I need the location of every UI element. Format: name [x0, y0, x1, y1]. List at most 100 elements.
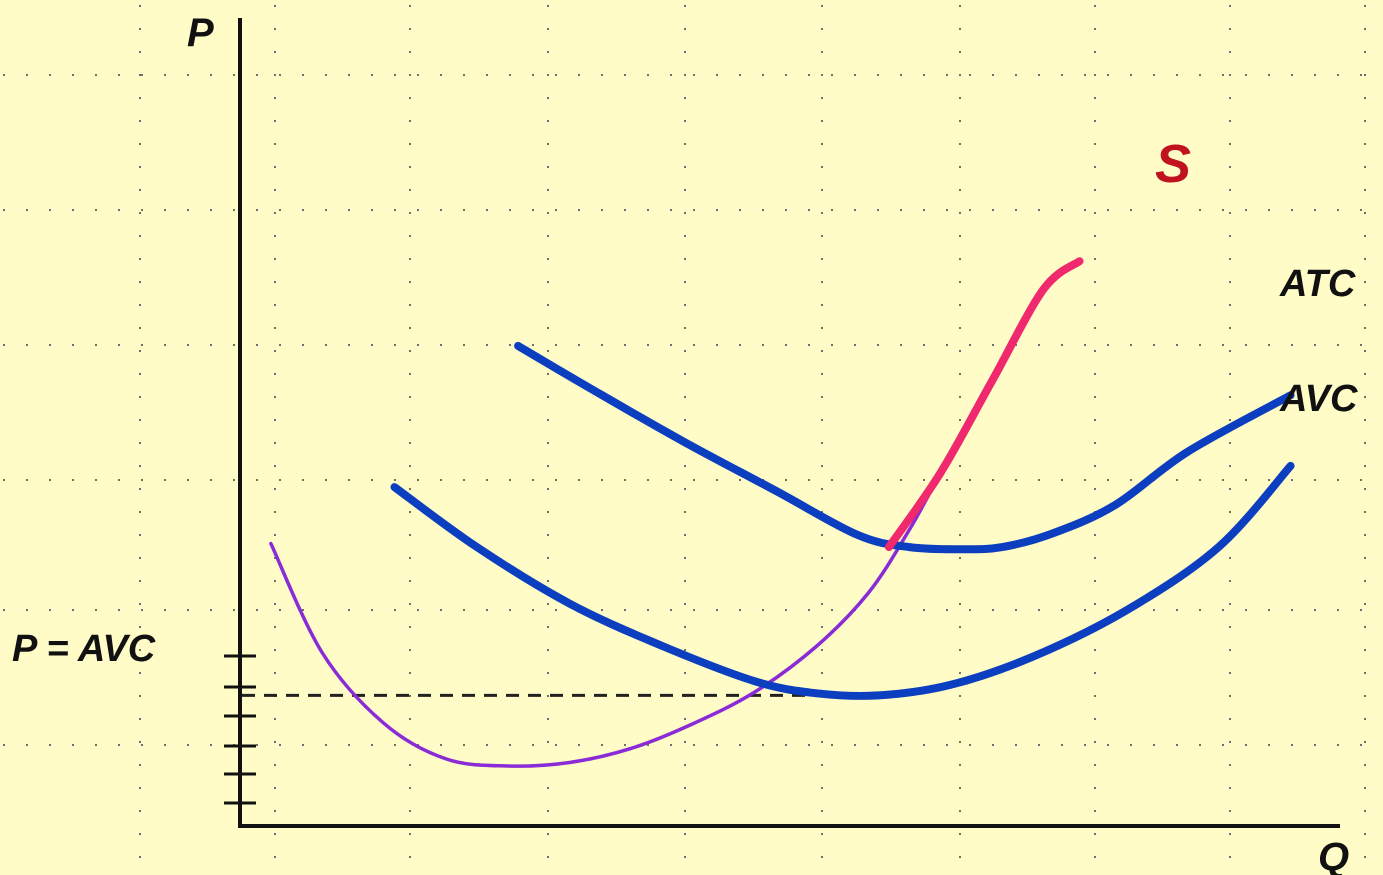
grid-dot: [1176, 744, 1178, 746]
grid-dot: [670, 479, 672, 481]
grid-dot: [139, 28, 141, 30]
grid-dot: [684, 856, 686, 858]
grid-dot: [1245, 609, 1247, 611]
grid-dot: [877, 209, 879, 211]
grid-dot: [959, 51, 961, 53]
grid-dot: [139, 695, 141, 697]
grid-dot: [139, 488, 141, 490]
grid-dot: [233, 209, 235, 211]
grid-dot: [739, 74, 741, 76]
grid-dot: [1229, 626, 1231, 628]
grid-dot: [684, 28, 686, 30]
grid-dot: [1084, 744, 1086, 746]
grid-dot: [969, 479, 971, 481]
grid-dot: [1094, 97, 1096, 99]
x-axis-label: Q: [1318, 835, 1349, 875]
grid-dot: [274, 465, 276, 467]
grid-dot: [1245, 344, 1247, 346]
grid-dot: [463, 209, 465, 211]
grid-dot: [274, 856, 276, 858]
grid-dot: [684, 235, 686, 237]
grid-dot: [1291, 74, 1293, 76]
grid-dot: [141, 609, 143, 611]
grid-dot: [279, 744, 281, 746]
grid-dot: [959, 28, 961, 30]
grid-dot: [1094, 419, 1096, 421]
grid-dot: [1364, 281, 1366, 283]
grid-dot: [578, 344, 580, 346]
grid-dot: [394, 209, 396, 211]
grid-dot: [1364, 511, 1366, 513]
grid-dot: [821, 603, 823, 605]
grid-dot: [1222, 744, 1224, 746]
grid-dot: [417, 609, 419, 611]
grid-dot: [486, 744, 488, 746]
grid-dot: [739, 344, 741, 346]
grid-dot: [274, 419, 276, 421]
grid-dot: [409, 212, 411, 214]
grid-dot: [325, 209, 327, 211]
grid-dot: [1038, 609, 1040, 611]
grid-dot: [72, 744, 74, 746]
grid-dot: [969, 209, 971, 211]
grid-dot: [409, 28, 411, 30]
grid-dot: [409, 810, 411, 812]
grid-dot: [716, 74, 718, 76]
price-equals-avc-label: P = AVC: [12, 628, 156, 670]
grid-dot: [821, 258, 823, 260]
grid-dot: [831, 609, 833, 611]
grid-dot: [877, 74, 879, 76]
grid-dot: [164, 479, 166, 481]
grid-dot: [274, 488, 276, 490]
grid-dot: [716, 479, 718, 481]
grid-dot: [547, 603, 549, 605]
grid-dot: [959, 810, 961, 812]
grid-dot: [274, 350, 276, 352]
grid-dot: [348, 74, 350, 76]
grid-dot: [139, 189, 141, 191]
grid-dot: [547, 5, 549, 7]
grid-dot: [578, 479, 580, 481]
grid-dot: [992, 344, 994, 346]
grid-dot: [1094, 51, 1096, 53]
grid-dot: [1038, 744, 1040, 746]
grid-dot: [1094, 396, 1096, 398]
grid-dot: [409, 189, 411, 191]
grid-dot: [1337, 744, 1339, 746]
grid-dot: [187, 74, 189, 76]
grid-dot: [1268, 479, 1270, 481]
grid-dot: [26, 209, 28, 211]
grid-dot: [532, 479, 534, 481]
supply-curve: [884, 257, 1084, 552]
grid-dot: [684, 580, 686, 582]
grid-dot: [72, 209, 74, 211]
grid-dot: [1268, 744, 1270, 746]
grid-dot: [969, 609, 971, 611]
grid-dot: [486, 209, 488, 211]
grid-dot: [3, 744, 5, 746]
grid-dot: [348, 344, 350, 346]
grid-dot: [1229, 350, 1231, 352]
grid-dot: [371, 609, 373, 611]
grid-dot: [821, 787, 823, 789]
grid-dot: [139, 856, 141, 858]
grid-dot: [409, 695, 411, 697]
grid-dot: [210, 744, 212, 746]
grid-dot: [547, 396, 549, 398]
grid-dot: [409, 5, 411, 7]
grid-dot: [959, 695, 961, 697]
grid-dot: [164, 209, 166, 211]
grid-dot: [739, 209, 741, 211]
grid-dot: [684, 212, 686, 214]
grid-dot: [463, 344, 465, 346]
grid-dot: [547, 856, 549, 858]
grid-dot: [821, 189, 823, 191]
grid-dot: [1222, 344, 1224, 346]
grid-dot: [821, 281, 823, 283]
grid-dot: [684, 718, 686, 720]
grid-dot: [821, 580, 823, 582]
grid-dot: [139, 97, 141, 99]
grid-dot: [1094, 5, 1096, 7]
grid-dot: [95, 479, 97, 481]
grid-dot: [959, 97, 961, 99]
